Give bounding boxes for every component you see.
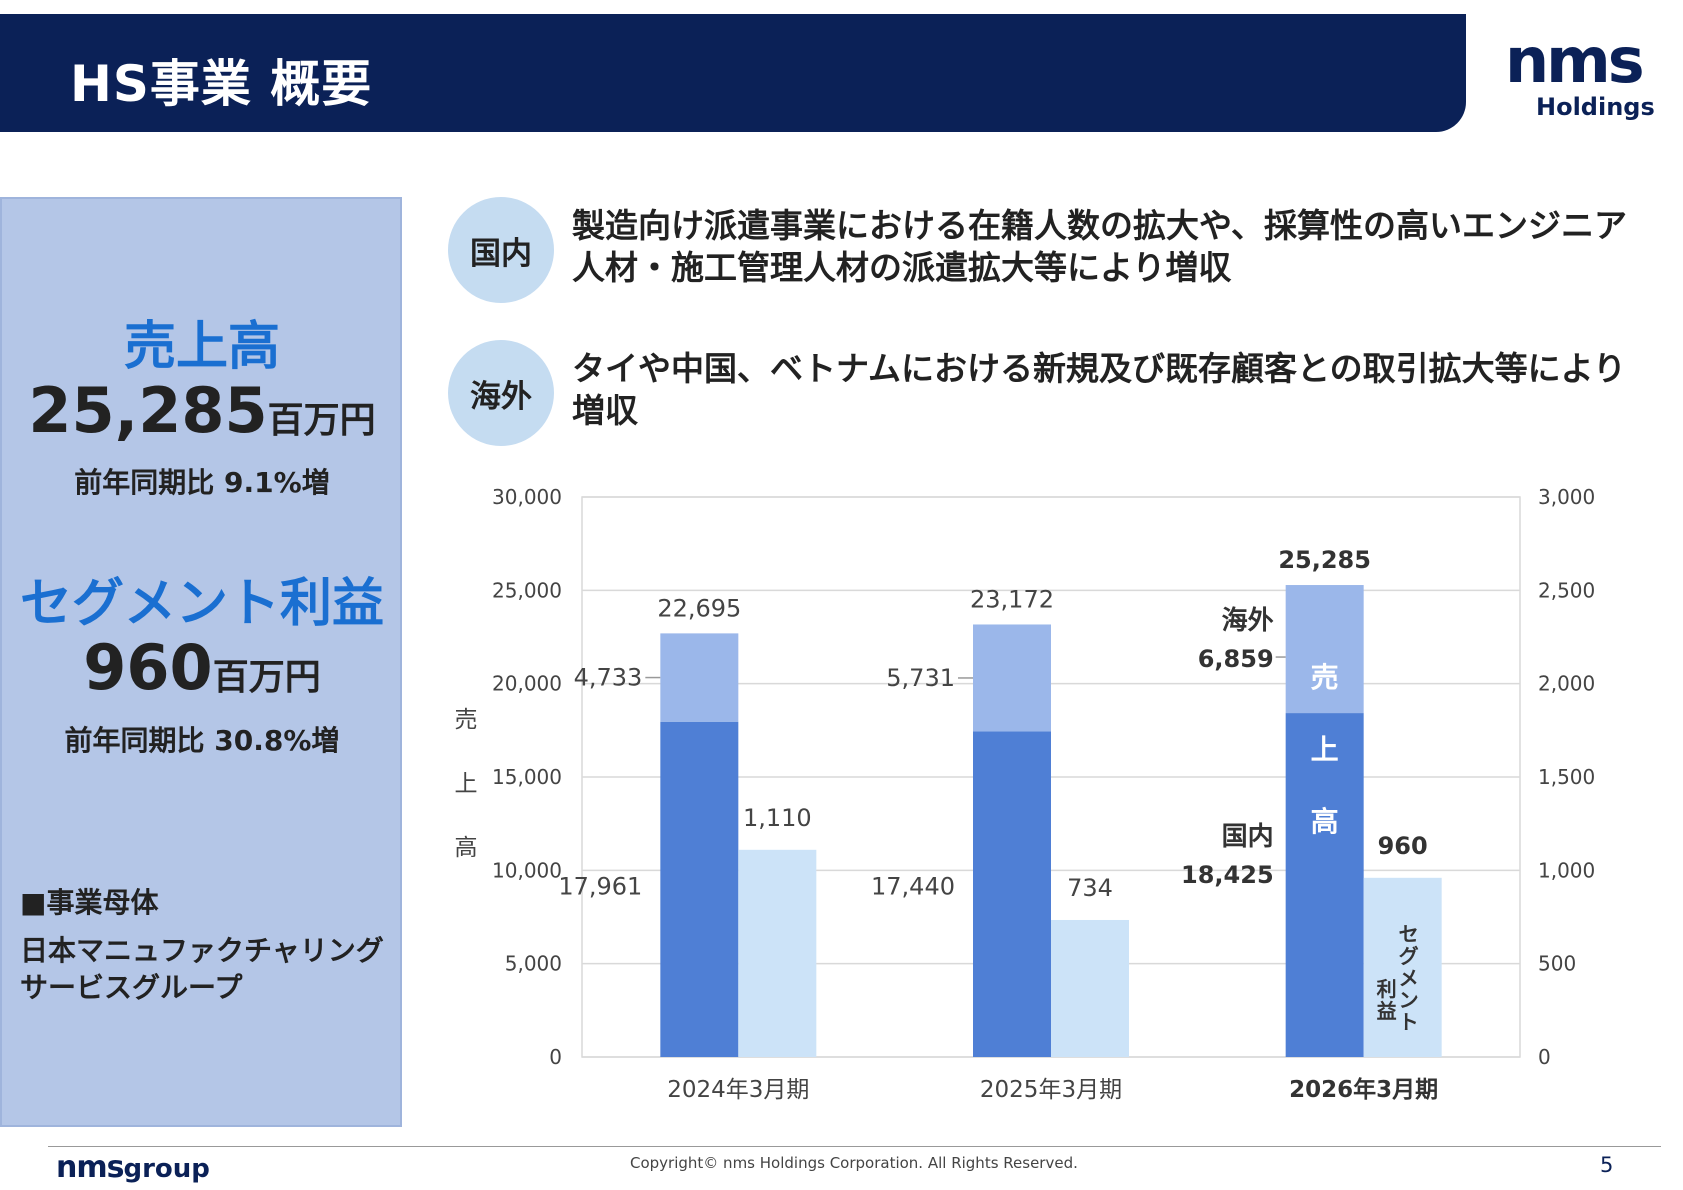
overseas-text: タイや中国、ベトナムにおける新規及び既存顧客との取引拡大等により増収 [572, 349, 1627, 430]
y-left-tick-label: 20,000 [492, 672, 562, 696]
overseas-badge: 海外 [448, 340, 554, 446]
domestic-value-label: 17,440 [871, 872, 955, 900]
sales-amount: 25,285 [28, 374, 268, 447]
y-left-axis-label: 高 [455, 835, 478, 861]
bar-segment-profit [1051, 919, 1129, 1057]
entity-heading: ■事業母体 [20, 886, 159, 919]
segment-profit-label: セグメント利益 [19, 574, 384, 634]
y-left-tick-label: 25,000 [492, 578, 562, 602]
bar-segment-profit [738, 849, 817, 1057]
profit-bar-annotation: メ [1399, 966, 1419, 990]
bar-domestic [1285, 713, 1364, 1057]
overseas-annotation: 海外 [1222, 606, 1274, 636]
total-sales-label: 23,172 [970, 585, 1054, 613]
bar-overseas [973, 624, 1051, 732]
y-left-tick-label: 30,000 [492, 485, 562, 509]
copyright: Copyright© nms Holdings Corporation. All… [630, 1154, 1078, 1172]
y-right-tick-label: 2,500 [1538, 578, 1595, 602]
y-right-tick-label: 3,000 [1538, 485, 1595, 509]
footer-logo-group: group [123, 1154, 210, 1184]
sales-label: 売上高 [123, 317, 280, 377]
segment-yoy: 前年同期比 30.8%増 [64, 724, 340, 757]
company-logo: nms Holdings [1505, 30, 1665, 125]
y-left-tick-label: 10,000 [492, 858, 562, 882]
logo-subtext: Holdings [1536, 93, 1655, 121]
domestic-text: 製造向け派遣事業における在籍人数の拡大や、採算性の高いエンジニア人材・施工管理人… [572, 206, 1628, 287]
y-left-tick-label: 0 [549, 1045, 562, 1069]
sales-bar-annotation: 上 [1311, 733, 1339, 766]
x-category-label: 2025年3月期 [980, 1077, 1122, 1103]
header-bar: HS事業 概要 [0, 14, 1466, 132]
domestic-badge: 国内 [448, 197, 554, 303]
domestic-value-label: 17,961 [558, 872, 642, 900]
total-sales-label: 25,285 [1278, 546, 1371, 574]
page-number: 5 [1600, 1153, 1614, 1177]
y-right-tick-label: 0 [1538, 1045, 1551, 1069]
y-right-tick-label: 1,000 [1538, 858, 1595, 882]
sales-value: 25,285百万円 [2, 374, 402, 447]
profit-bar-annotation: ン [1399, 988, 1419, 1012]
bar-overseas [660, 633, 739, 722]
y-left-axis-label: 上 [455, 771, 478, 797]
sales-bar-annotation: 売 [1311, 661, 1339, 694]
sales-bar-annotation: 高 [1311, 805, 1339, 838]
y-left-tick-label: 5,000 [505, 952, 562, 976]
bar-overseas [1285, 585, 1364, 714]
profit-bar-annotation: グ [1399, 944, 1419, 968]
y-right-tick-label: 500 [1538, 952, 1576, 976]
y-right-tick-label: 1,500 [1538, 765, 1595, 789]
overseas-value-label: 4,733 [574, 664, 643, 692]
segment-amount: 960 [83, 631, 213, 704]
segment-profit-value: 960百万円 [2, 631, 402, 704]
bar-domestic [973, 731, 1051, 1057]
footer-logo-mark: nms [56, 1150, 124, 1185]
chart-bars [660, 585, 1442, 1057]
x-category-label: 2024年3月期 [667, 1077, 809, 1103]
bar-segment-profit [1363, 877, 1442, 1057]
logo-mark: nms [1505, 24, 1645, 97]
segment-profit-label: 1,110 [743, 804, 812, 832]
footer-divider [48, 1146, 1661, 1147]
y-right-tick-label: 2,000 [1538, 672, 1595, 696]
domestic-annotation: 国内 [1222, 822, 1274, 852]
sales-yoy: 前年同期比 9.1%増 [74, 466, 330, 499]
overseas-value-label: 5,731 [886, 664, 955, 692]
total-sales-label: 22,695 [657, 594, 741, 622]
summary-panel: 売上高 25,285百万円 前年同期比 9.1%増 セグメント利益 960百万円… [0, 197, 402, 1127]
segment-profit-label: 734 [1067, 874, 1113, 902]
segment-unit: 百万円 [212, 657, 321, 698]
x-category-label: 2026年3月期 [1289, 1076, 1438, 1103]
sales-segment-chart: 0 5,000 10,000 15,000 20,000 25,000 30,000 0 500… [455, 485, 1596, 1103]
y-left-tick-label: 15,000 [492, 765, 562, 789]
domestic-value-label: 18,425 [1181, 861, 1274, 889]
profit-bar-annotation: 利 [1377, 977, 1397, 1001]
footer-logo: nmsgroup [56, 1150, 210, 1185]
profit-bar-annotation: 益 [1377, 999, 1397, 1023]
y-left-axis-label: 売 [455, 707, 478, 733]
chart-labels: 0 5,000 10,000 15,000 20,000 25,000 30,000 0 500… [455, 485, 1596, 1103]
bar-domestic [660, 721, 739, 1057]
profit-bar-annotation: セ [1399, 922, 1419, 946]
segment-profit-label: 960 [1378, 832, 1428, 860]
overseas-value-label: 6,859 [1198, 645, 1274, 673]
entity-name: 日本マニュファクチャリングサービスグループ [20, 934, 384, 1004]
profit-bar-annotation: ト [1399, 1010, 1419, 1034]
sales-unit: 百万円 [267, 400, 376, 441]
page-title: HS事業 概要 [70, 55, 373, 113]
